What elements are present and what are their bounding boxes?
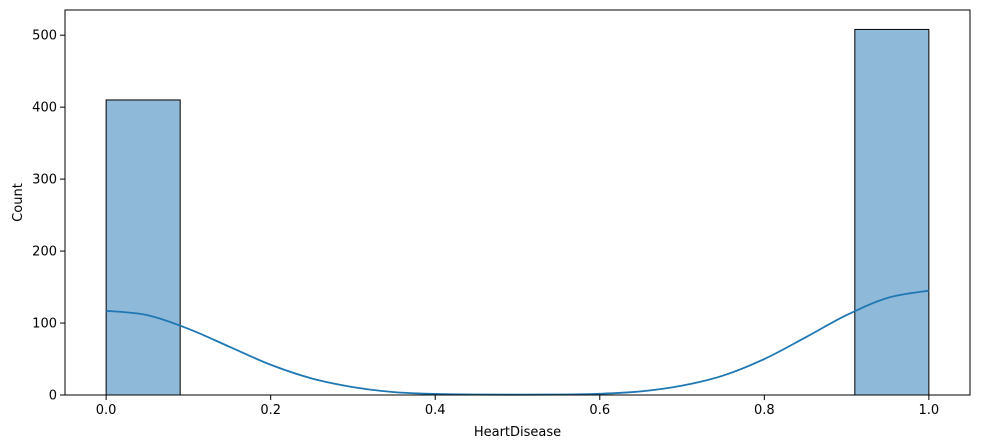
x-tick-label: 1.0: [919, 403, 940, 418]
histogram-bars: [105, 28, 930, 396]
x-tick-label: 0.8: [754, 403, 775, 418]
histogram-bar-0: [105, 99, 181, 396]
y-tick-label: 0: [49, 389, 57, 404]
y-tick-label: 300: [32, 173, 57, 188]
x-axis-label: HeartDisease: [474, 425, 561, 440]
y-tick-label: 400: [32, 101, 57, 116]
x-tick-label: 0.2: [260, 403, 281, 418]
x-tick-label: 0.4: [425, 403, 446, 418]
x-axis: 0.0 0.2 0.4 0.6 0.8 1.0: [96, 395, 939, 418]
histogram-bar-1: [854, 28, 930, 396]
y-tick-label: 100: [32, 317, 57, 332]
y-axis-label: Count: [11, 183, 26, 222]
x-tick-label: 0.0: [96, 403, 117, 418]
y-tick-label: 200: [32, 245, 57, 260]
y-tick-label: 500: [32, 29, 57, 44]
plot-frame: [64, 9, 971, 396]
kde-curve: [106, 289, 930, 396]
x-tick-label: 0.6: [589, 403, 610, 418]
y-axis: 0 100 200 300 400 500: [32, 29, 65, 404]
